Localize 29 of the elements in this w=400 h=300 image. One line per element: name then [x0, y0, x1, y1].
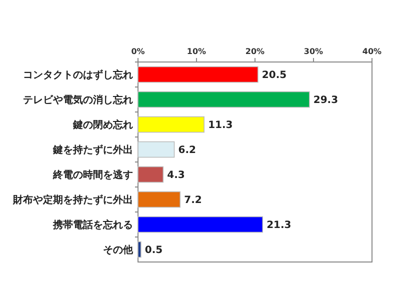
bar	[138, 241, 142, 258]
x-tick-label: 40%	[362, 47, 382, 56]
data-label: 6.2	[178, 145, 196, 156]
y-tick-label: 鍵を持たずに外出	[52, 144, 133, 156]
y-tick-label: 財布や定期を持たずに外出	[12, 194, 133, 206]
data-label: 7.2	[184, 195, 202, 206]
bar	[138, 66, 258, 83]
y-tick-label: 終電の時間を逃す	[52, 169, 133, 181]
x-tick-label: 0%	[131, 47, 145, 56]
data-label: 4.3	[167, 170, 185, 181]
bar	[138, 141, 175, 158]
x-tick-label: 30%	[304, 47, 324, 56]
y-tick-label: 鍵の閉め忘れ	[72, 119, 133, 131]
bar	[138, 191, 181, 208]
bar	[138, 166, 164, 183]
bar	[138, 216, 264, 233]
y-tick-label: テレビや電気の消し忘れ	[23, 94, 133, 106]
y-tick-label: 携帯電話を忘れる	[52, 219, 133, 231]
x-tick-label: 10%	[186, 47, 206, 56]
data-label: 20.5	[262, 70, 287, 81]
y-tick-label: その他	[103, 244, 134, 256]
data-label: 29.3	[313, 95, 338, 106]
bar	[138, 116, 205, 133]
data-label: 21.3	[266, 220, 292, 231]
data-label: 0.5	[144, 245, 163, 256]
bar	[138, 91, 310, 108]
data-label: 11.3	[208, 120, 233, 131]
x-tick-label: 20%	[245, 47, 265, 56]
y-tick-label: コンタクトのはずし忘れ	[23, 69, 133, 81]
